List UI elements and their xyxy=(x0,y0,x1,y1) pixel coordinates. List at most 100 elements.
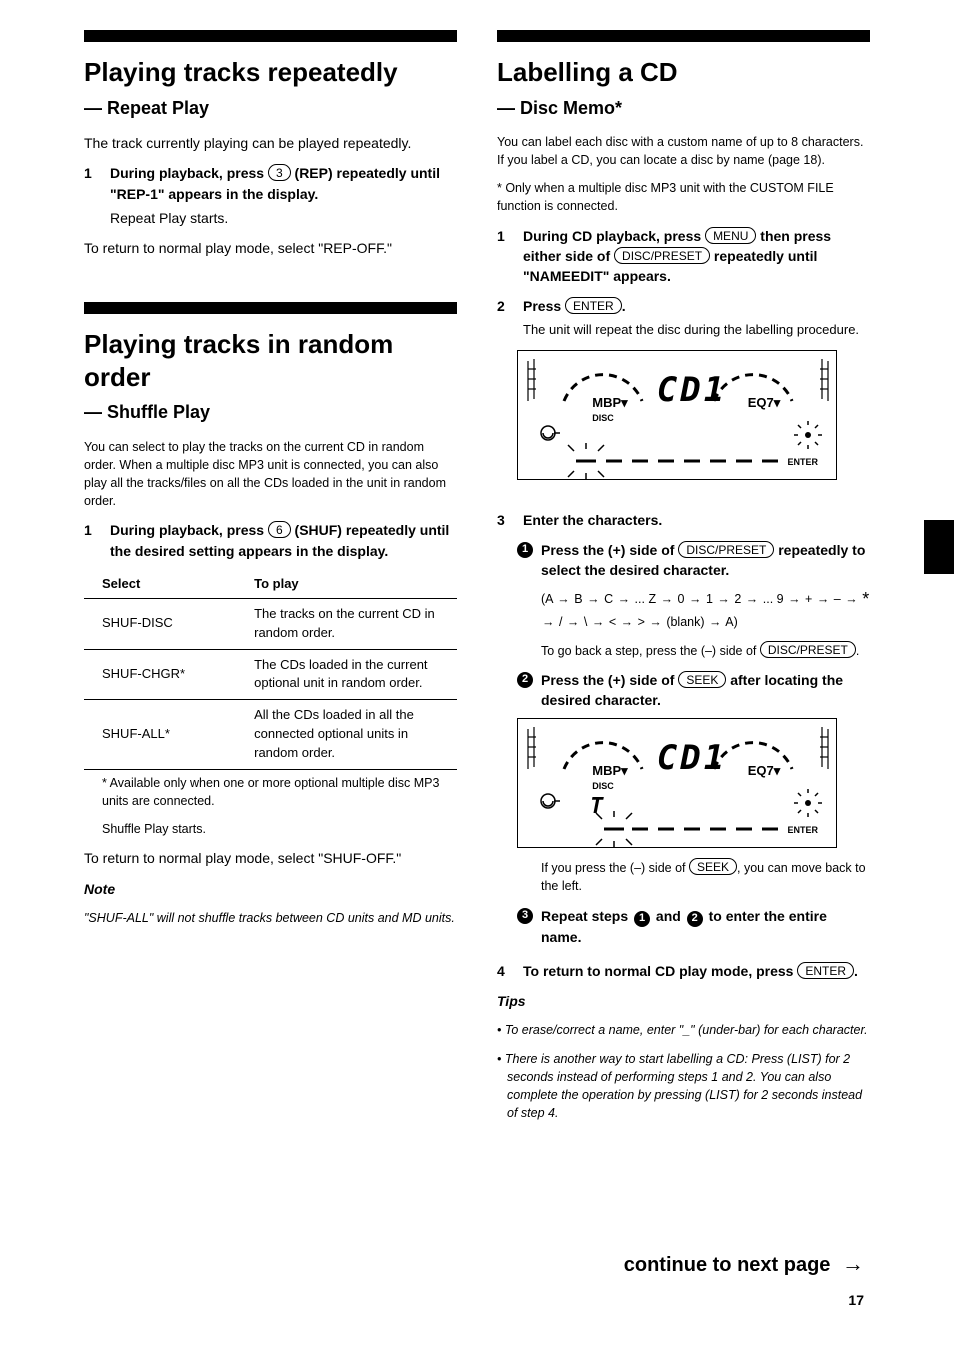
para: Shuffle Play starts. xyxy=(84,820,457,838)
substep-3: 3 Repeat steps 1 and 2 to enter the enti… xyxy=(517,906,870,947)
para: You can select to play the tracks on the… xyxy=(84,438,457,511)
substep-number: 3 xyxy=(517,908,533,924)
t: During CD playback, press xyxy=(523,228,705,244)
substep-body: Press the (+) side of DISC/PRESET repeat… xyxy=(541,540,870,660)
td: All the CDs loaded in all the connected … xyxy=(248,700,457,770)
shuffle-options-table: Select To play SHUF-DISC The tracks on t… xyxy=(84,571,457,770)
lcd-disc: DISC xyxy=(592,413,614,423)
step-result: Repeat Play starts. xyxy=(110,208,457,228)
td: SHUF-ALL* xyxy=(84,700,248,770)
svg-text:EQ7▾: EQ7▾ xyxy=(748,763,781,778)
para: To return to normal play mode, select "S… xyxy=(84,848,457,868)
th: To play xyxy=(248,571,457,598)
subtitle: — Disc Memo* xyxy=(497,98,622,118)
substep-1: 1 Press the (+) side of DISC/PRESET repe… xyxy=(517,540,870,660)
t: To erase/correct a name, enter "_" (unde… xyxy=(505,1023,868,1037)
continue-label: continue to next page xyxy=(624,1254,831,1276)
td: SHUF-CHGR* xyxy=(84,649,248,700)
t: Repeat steps xyxy=(541,908,632,924)
heading-text: Playing tracks repeatedly xyxy=(84,57,398,87)
section-rule xyxy=(84,30,457,42)
section-rule xyxy=(84,302,457,314)
step-2: 2 Press ENTER. The unit will repeat the … xyxy=(497,296,870,339)
heading-text: Labelling a CD xyxy=(497,57,678,87)
note: "SHUF-ALL" will not shuffle tracks betwe… xyxy=(84,909,457,927)
step-body: Press ENTER. The unit will repeat the di… xyxy=(523,296,870,339)
t: . xyxy=(622,298,626,314)
heading-label: Labelling a CD — Disc Memo* xyxy=(497,56,870,121)
footnote: * Only when a multiple disc MP3 unit wit… xyxy=(497,179,870,215)
button-menu: MENU xyxy=(705,227,756,244)
t: To go back a step, press the (–) side of xyxy=(541,644,760,658)
td: The tracks on the current CD in random o… xyxy=(248,598,457,649)
t: Press the (+) side of xyxy=(541,672,678,688)
substep-body: Repeat steps 1 and 2 to enter the entire… xyxy=(541,906,870,947)
step-1: 1 During playback, press 3 (REP) repeate… xyxy=(84,163,457,228)
button-disc-preset: DISC/PRESET xyxy=(614,247,710,264)
step-number: 1 xyxy=(84,163,102,228)
t: If you press the (–) side of xyxy=(541,861,689,875)
t: Press the (+) side of xyxy=(541,542,678,558)
para: To return to normal play mode, select "R… xyxy=(84,238,457,258)
tip: • To erase/correct a name, enter "_" (un… xyxy=(497,1021,870,1039)
lcd-display-1: MBP▾ DISC CD1 EQ7▾ xyxy=(517,350,837,480)
tips-head: Tips xyxy=(497,993,526,1009)
edge-tab xyxy=(924,520,954,574)
th: Select xyxy=(84,571,248,598)
step-number: 1 xyxy=(497,226,515,287)
button-disc-preset: DISC/PRESET xyxy=(760,641,856,658)
step-number: 2 xyxy=(497,296,515,339)
arrow-right: → xyxy=(842,1251,864,1276)
ref-circle-1: 1 xyxy=(634,911,650,927)
footnote: * Available only when one or more option… xyxy=(84,774,457,810)
t: Enter the characters. xyxy=(523,512,662,528)
substep-2: 2 Press the (+) side of SEEK after locat… xyxy=(517,670,870,711)
t: During playback, press xyxy=(110,165,268,181)
step-body: During CD playback, press MENU then pres… xyxy=(523,226,870,287)
step-body: During playback, press 6 (SHUF) repeated… xyxy=(110,520,457,561)
heading-text: Playing tracks in random order xyxy=(84,329,393,392)
td: The CDs loaded in the current optional u… xyxy=(248,649,457,700)
button-seek: SEEK xyxy=(678,671,726,688)
substep-number: 2 xyxy=(517,672,533,688)
button-seek: SEEK xyxy=(689,858,737,875)
lcd-display-2: MBP▾ DISC T CD1 EQ7▾ xyxy=(517,718,837,848)
svg-text:CD1: CD1 xyxy=(657,738,727,778)
t: There is another way to start labelling … xyxy=(505,1052,862,1120)
subtitle: — Shuffle Play xyxy=(84,402,210,422)
section-rule xyxy=(497,30,870,42)
left-column: Playing tracks repeatedly — Repeat Play … xyxy=(84,30,457,1132)
two-column-layout: Playing tracks repeatedly — Repeat Play … xyxy=(84,30,870,1132)
svg-text:EQ7▾: EQ7▾ xyxy=(748,395,781,410)
step-1: 1 During playback, press 6 (SHUF) repeat… xyxy=(84,520,457,561)
right-column: Labelling a CD — Disc Memo* You can labe… xyxy=(497,30,870,1132)
step-1: 1 During CD playback, press MENU then pr… xyxy=(497,226,870,287)
substeps: 1 Press the (+) side of DISC/PRESET repe… xyxy=(497,540,870,711)
lcd-enter: ENTER xyxy=(787,457,818,467)
seq-note: To go back a step, press the (–) side of… xyxy=(541,641,870,660)
subtitle: — Repeat Play xyxy=(84,98,209,118)
button-6: 6 xyxy=(268,521,291,538)
step-3: 3 Enter the characters. xyxy=(497,510,870,530)
para: The track currently playing can be playe… xyxy=(84,133,457,153)
page-footer: continue to next page → 17 xyxy=(624,1248,864,1310)
svg-text:DISC: DISC xyxy=(592,781,614,791)
para: You can label each disc with a custom na… xyxy=(497,133,870,169)
t: Press xyxy=(523,298,565,314)
step-note: The unit will repeat the disc during the… xyxy=(523,321,870,340)
tip: • There is another way to start labellin… xyxy=(497,1050,870,1123)
td: SHUF-DISC xyxy=(84,598,248,649)
step-body: To return to normal CD play mode, press … xyxy=(523,961,870,981)
t: During playback, press xyxy=(110,522,268,538)
t: . xyxy=(854,963,858,979)
substeps: 3 Repeat steps 1 and 2 to enter the enti… xyxy=(497,906,870,947)
char-sequence: (A → B → C → ... Z → 0 → 1 → 2 → ... 9 →… xyxy=(541,586,870,630)
svg-text:ENTER: ENTER xyxy=(787,825,818,835)
substep-number: 1 xyxy=(517,542,533,558)
heading-shuffle: Playing tracks in random order — Shuffle… xyxy=(84,328,457,426)
button-enter: ENTER xyxy=(797,962,854,979)
button-3: 3 xyxy=(268,164,291,181)
substep-body: Press the (+) side of SEEK after locatin… xyxy=(541,670,870,711)
svg-text:MBP▾: MBP▾ xyxy=(592,395,628,410)
ref-circle-2: 2 xyxy=(687,911,703,927)
